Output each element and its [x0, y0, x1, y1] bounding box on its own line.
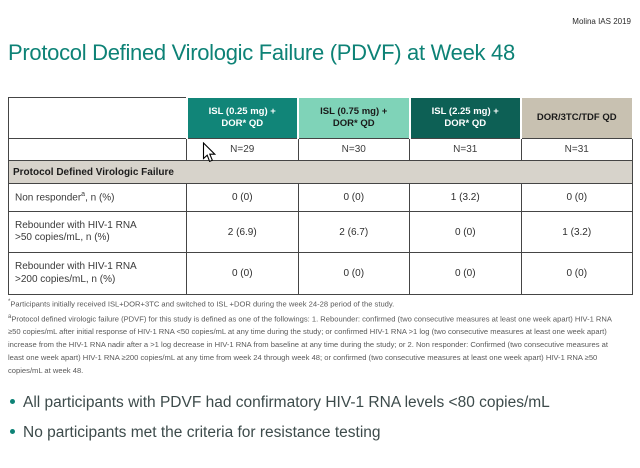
footnote-text: Participants initially received ISL+DOR+…: [10, 299, 395, 309]
table-cell: 0 (0): [186, 252, 299, 295]
row-label-text: Non responder: [15, 191, 82, 203]
table-row: Rebounder with HIV-1 RNA >200 copies/mL,…: [8, 252, 633, 295]
table-cell: 0 (0): [520, 183, 633, 212]
table-cell: 0 (0): [520, 252, 633, 295]
row-label-text: >200 copies/mL, n (%): [15, 273, 116, 285]
footnotes: *Participants initially received ISL+DOR…: [8, 296, 626, 377]
column-header-line1: DOR/3TC/TDF QD: [536, 111, 617, 123]
n-count: N=31: [409, 138, 522, 161]
row-label-text: Rebounder with HIV-1 RNA: [15, 219, 137, 231]
footnote-marker: a: [81, 190, 86, 198]
table-section-row: Protocol Defined Virologic Failure: [8, 160, 633, 184]
row-label-rebounder-200: Rebounder with HIV-1 RNA >200 copies/mL,…: [8, 252, 187, 295]
slide-attribution: Molina IAS 2019: [572, 17, 631, 26]
table-corner-cell: [8, 96, 187, 139]
table-cell: 0 (0): [297, 252, 410, 295]
column-header-isl-075: ISL (0.75 mg) + DOR* QD: [297, 96, 411, 139]
row-label-text: Rebounder with HIV-1 RNA: [15, 261, 137, 272]
table-cell: 0 (0): [297, 183, 410, 212]
summary-bullets: All participants with PDVF had confirmat…: [10, 394, 630, 454]
footnote-text: Protocol defined virologic failure (PDVF…: [8, 314, 612, 376]
table-cell: 2 (6.7): [297, 211, 410, 253]
footnote-a: aProtocol defined virologic failure (PDV…: [8, 311, 626, 378]
pdvf-table: ISL (0.25 mg) + DOR* QD ISL (0.75 mg) + …: [8, 96, 634, 295]
footnote-marker: a: [8, 313, 12, 320]
column-header-line2: DOR* QD: [332, 118, 375, 129]
n-count: N=31: [520, 138, 633, 161]
n-count: N=29: [186, 138, 299, 161]
table-cell: 1 (3.2): [520, 211, 633, 253]
table-cell: 0 (0): [186, 183, 299, 212]
bullet-icon: [10, 399, 15, 404]
table-header-row: ISL (0.25 mg) + DOR* QD ISL (0.75 mg) + …: [8, 96, 634, 139]
table-row: Non respondera, n (%) 0 (0) 0 (0) 1 (3.2…: [8, 183, 633, 212]
table-n-row: N=29 N=30 N=31 N=31: [8, 138, 633, 161]
table-row: Rebounder with HIV-1 RNA >50 copies/mL, …: [8, 211, 633, 253]
column-header-line2: DOR* QD: [221, 118, 264, 129]
column-header-line1: ISL (0.75 mg) +: [320, 105, 388, 117]
n-count: N=30: [297, 138, 410, 161]
bullet-text: All participants with PDVF had confirmat…: [23, 394, 550, 411]
bullet-item: No participants met the criteria for res…: [10, 424, 630, 442]
column-header-dor-3tc-tdf: DOR/3TC/TDF QD: [520, 96, 634, 139]
table-cell: 1 (3.2): [409, 183, 522, 212]
column-header-line2: DOR* QD: [444, 118, 487, 129]
column-header-line1: ISL (2.25 mg) +: [431, 105, 499, 117]
footnote-asterisk: *Participants initially received ISL+DOR…: [8, 296, 626, 311]
table-cell: 0 (0): [409, 211, 522, 253]
bullet-item: All participants with PDVF had confirmat…: [10, 394, 630, 412]
n-row-empty-cell: [8, 138, 187, 161]
row-label-rebounder-50: Rebounder with HIV-1 RNA >50 copies/mL, …: [8, 211, 187, 253]
row-label-text: >50 copies/mL, n (%): [15, 232, 110, 243]
table-cell: 2 (6.9): [186, 211, 299, 253]
row-label-non-responder: Non respondera, n (%): [8, 183, 187, 212]
row-label-tail: , n (%): [85, 191, 115, 203]
bullet-text: No participants met the criteria for res…: [23, 424, 381, 441]
column-header-line1: ISL (0.25 mg) +: [208, 105, 276, 117]
column-header-isl-225: ISL (2.25 mg) + DOR* QD: [408, 96, 522, 139]
column-header-isl-025: ISL (0.25 mg) + DOR* QD: [185, 96, 299, 139]
section-header: Protocol Defined Virologic Failure: [8, 160, 633, 184]
footnote-marker: *: [8, 299, 11, 305]
page-title: Protocol Defined Virologic Failure (PDVF…: [8, 40, 515, 65]
table-cell: 0 (0): [409, 252, 522, 295]
bullet-icon: [10, 429, 15, 434]
